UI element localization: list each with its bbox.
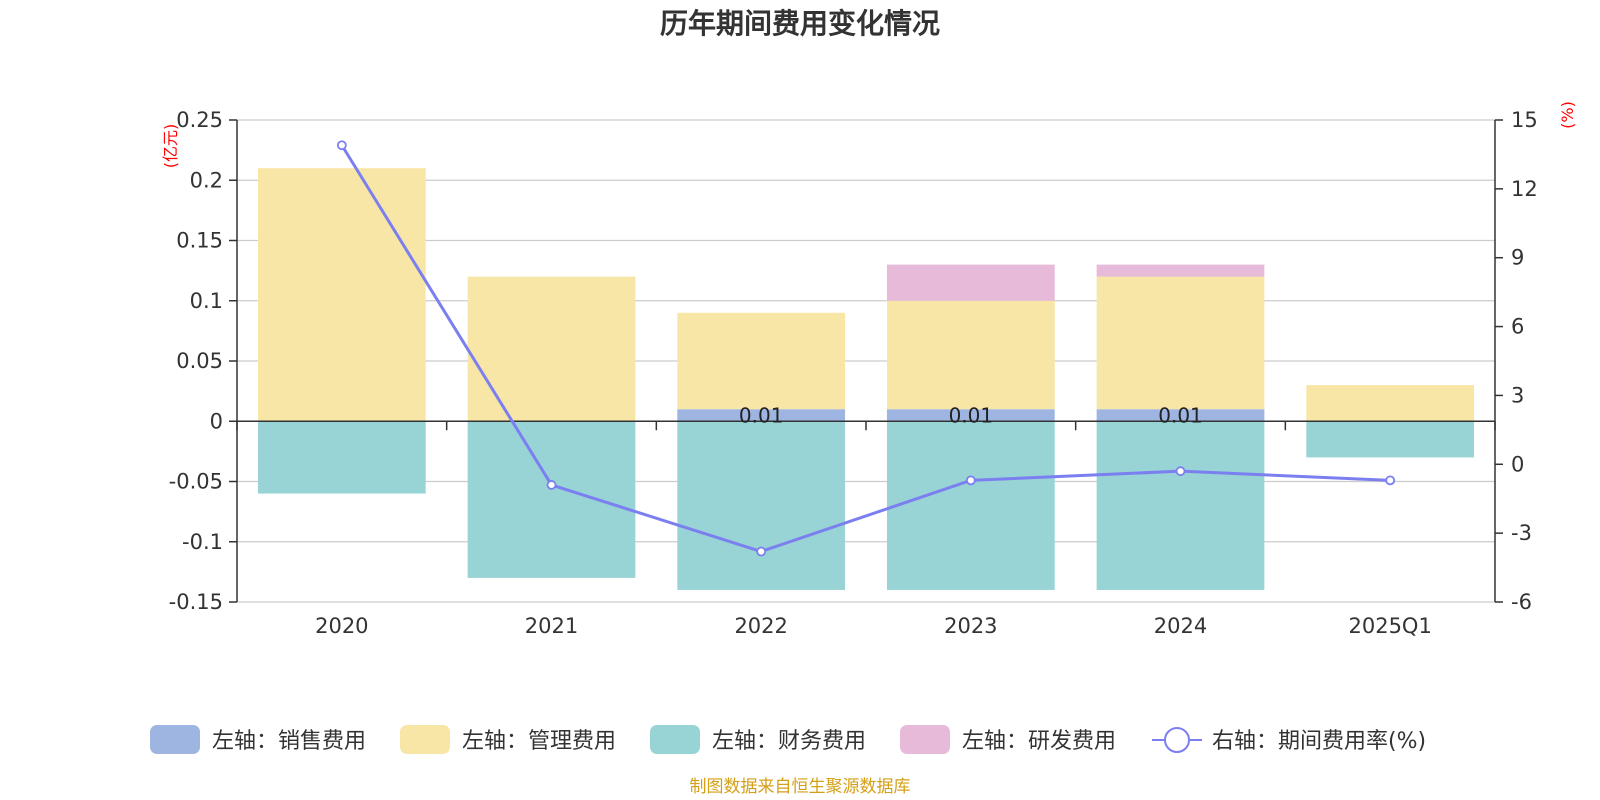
legend-swatch [900, 725, 950, 754]
right-axis-unit: (%) [1558, 101, 1577, 129]
bar-segment [886, 300, 1055, 410]
bar-segment [1306, 421, 1475, 458]
expense-ratio-point [546, 480, 557, 490]
legend-label: 左轴：研发费用 [962, 729, 1116, 754]
expense-ratio-point [336, 140, 347, 151]
bar-segment [677, 409, 846, 422]
bar-series [257, 168, 1475, 590]
legend-swatch [150, 725, 200, 754]
bar-segment [886, 421, 1055, 590]
left-tick-label: -0.05 [169, 470, 223, 494]
legend-swatch [400, 725, 450, 754]
x-tick-label: 2020 [315, 614, 368, 638]
legend-circle-marker [1164, 727, 1190, 753]
bar-segment [257, 168, 426, 422]
legend-label: 左轴：财务费用 [712, 729, 866, 754]
bar-segment [677, 421, 846, 590]
right-tick-label: -6 [1511, 590, 1532, 614]
data-label: 0.01 [949, 403, 994, 427]
x-tick-label: 2023 [944, 614, 997, 638]
legend-label: 左轴：销售费用 [212, 729, 366, 754]
left-tick-label: -0.1 [182, 530, 223, 554]
expense-ratio-point [965, 475, 976, 486]
bar-segment [467, 276, 636, 422]
right-tick-label: -3 [1511, 521, 1532, 545]
bar-segment [886, 264, 1055, 301]
bar-segment [677, 312, 846, 410]
right-tick-label: 0 [1511, 452, 1524, 476]
x-tick-label: 2025Q1 [1348, 614, 1431, 638]
left-tick-label: 0.2 [190, 168, 223, 192]
x-tick-label: 2021 [525, 614, 578, 638]
left-tick-label: 0.25 [176, 108, 223, 132]
bar-segment [1096, 421, 1265, 590]
left-tick-label: 0.1 [190, 289, 223, 313]
bar-segment [1096, 409, 1265, 422]
right-tick-label: 9 [1511, 246, 1524, 270]
data-label: 0.01 [739, 403, 784, 427]
legend-label: 左轴：管理费用 [462, 729, 616, 754]
expense-ratio-point [1385, 475, 1396, 486]
right-tick-label: 6 [1511, 315, 1524, 339]
left-axis-unit: (亿元) [161, 124, 180, 169]
bar-segment [1096, 264, 1265, 277]
legend-swatch [650, 725, 700, 754]
left-tick-label: 0 [210, 409, 223, 433]
left-tick-label: -0.15 [169, 590, 223, 614]
bar-segment [467, 421, 636, 578]
x-tick-label: 2022 [734, 614, 787, 638]
bar-segment [257, 421, 426, 494]
right-tick-label: 12 [1511, 177, 1538, 201]
bar-segment [1096, 276, 1265, 410]
bar-segment [886, 409, 1055, 422]
right-tick-label: 3 [1511, 383, 1524, 407]
right-tick-label: 15 [1511, 108, 1538, 132]
chart-title: 历年期间费用变化情况 [660, 7, 940, 40]
source-note: 制图数据来自恒生聚源数据库 [690, 777, 911, 797]
data-label: 0.01 [1158, 403, 1203, 427]
left-tick-label: 0.15 [176, 229, 223, 253]
axes: -0.15 -0.1 -0.05 0 0.05 0.1 0.15 0.2 0.25 -6 -3 0 3 6… [169, 108, 1538, 638]
expense-ratio-line [340, 144, 1391, 554]
x-tick-label: 2024 [1154, 614, 1207, 638]
data-labels: 0.01 0.01 0.01 [739, 403, 1203, 427]
bar-segment [1306, 385, 1475, 422]
line-series [336, 140, 1396, 557]
legend-label: 右轴：期间费用率(%) [1212, 729, 1426, 754]
expense-ratio-point [1175, 466, 1186, 477]
legend: 左轴：销售费用 左轴：管理费用 左轴：财务费用 左轴：研发费用 右轴：期间费用率(%) [150, 725, 1426, 754]
expense-ratio-point [756, 546, 767, 557]
left-tick-label: 0.05 [176, 349, 223, 373]
